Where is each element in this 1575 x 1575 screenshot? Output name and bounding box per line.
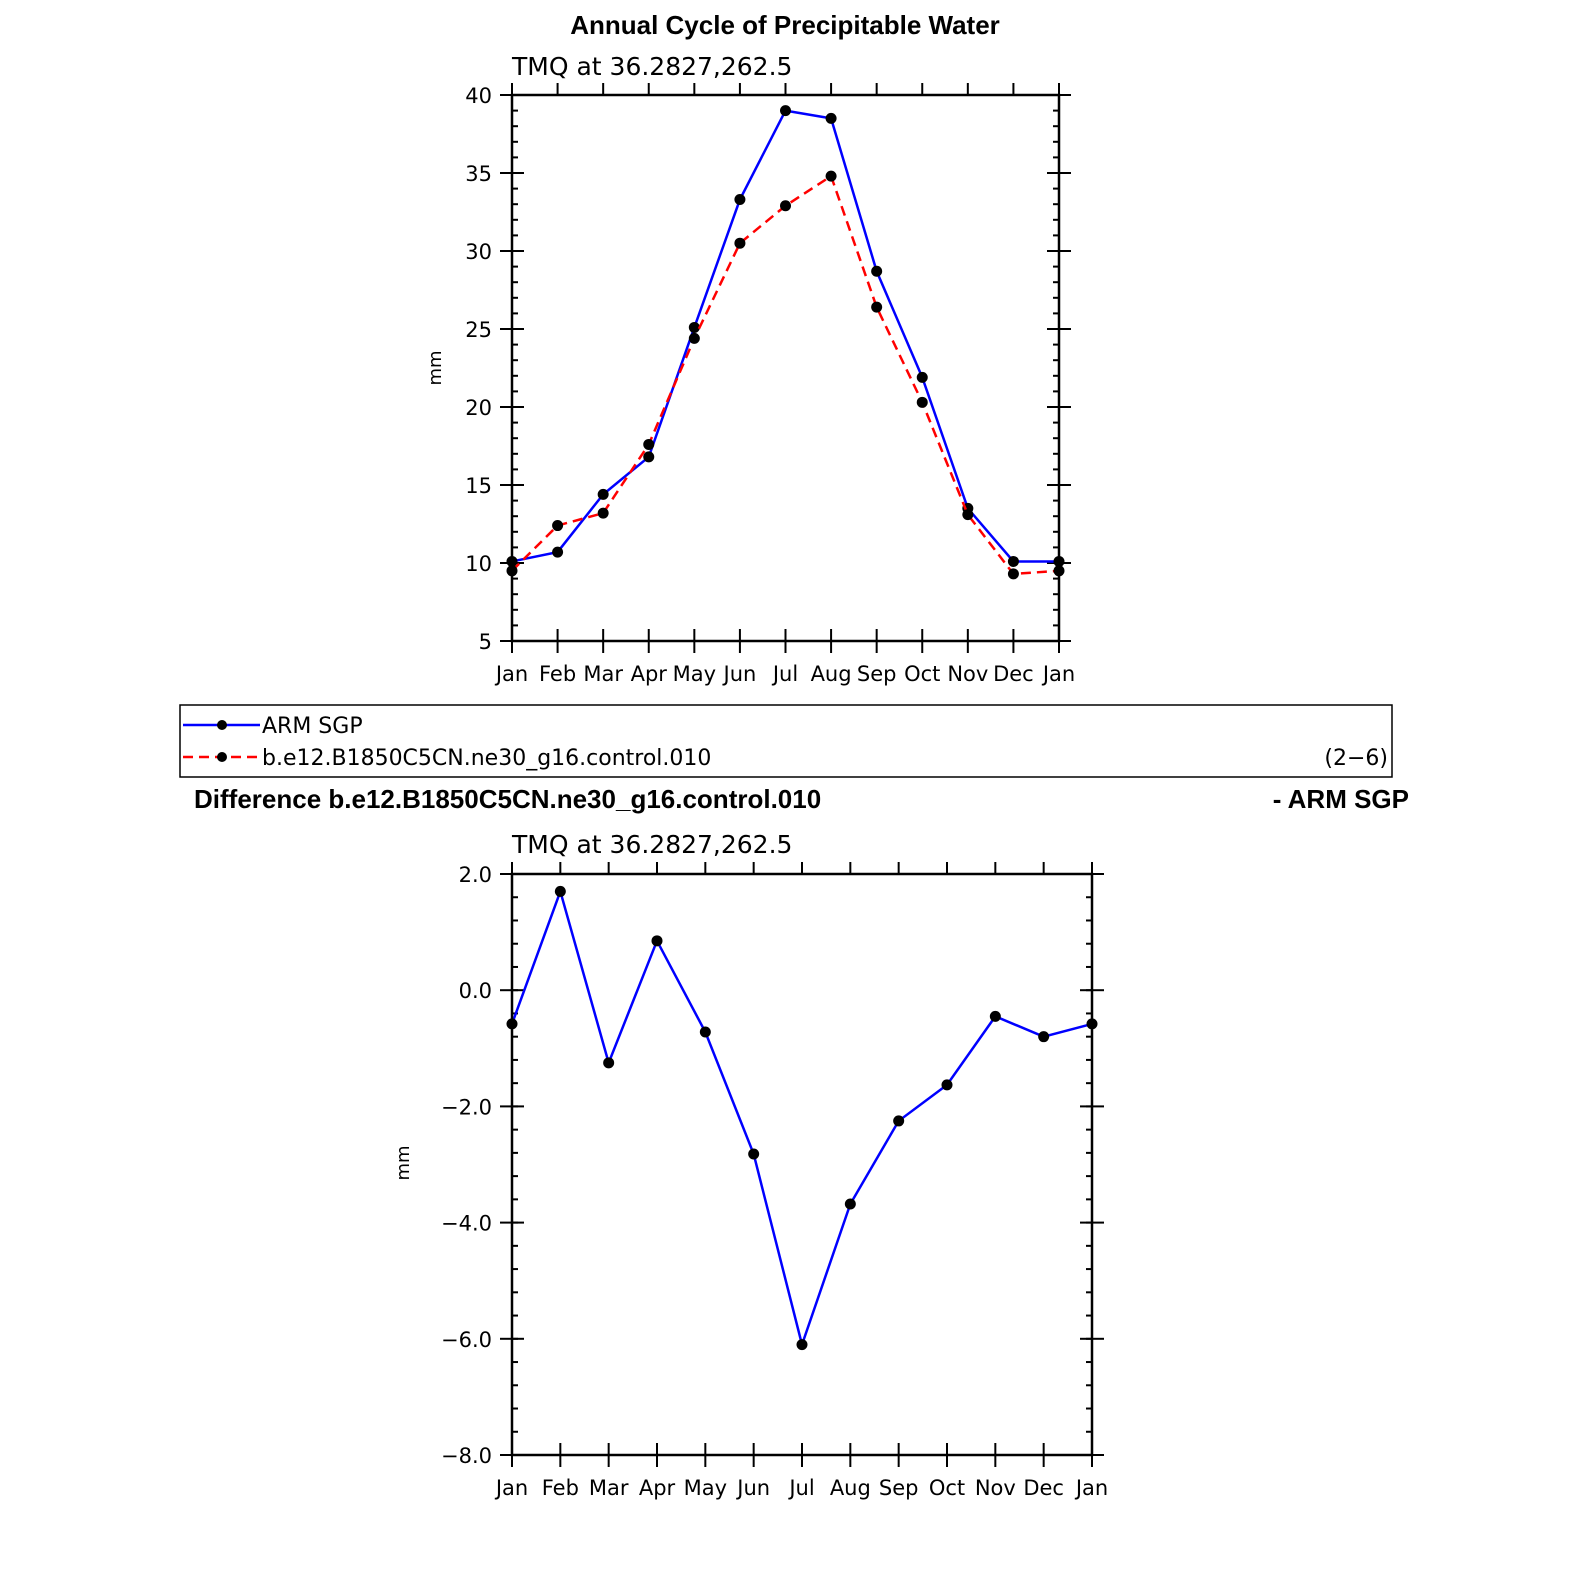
- y-tick-label: 20: [465, 396, 492, 420]
- x-tick-label: Jul: [787, 1476, 814, 1500]
- series-0-point: [916, 371, 928, 383]
- series-0-point: [597, 488, 609, 500]
- y-tick-label: 0.0: [459, 979, 492, 1003]
- y-tick-label: 30: [465, 240, 492, 264]
- y-tick-label: 25: [465, 318, 492, 342]
- legend-entry-model: b.e12.B1850C5CN.ne30_g16.control.010: [183, 746, 711, 771]
- series-0-point: [1007, 555, 1019, 567]
- x-tick-label: Dec: [993, 662, 1034, 686]
- x-tick-label: May: [684, 1476, 727, 1500]
- x-tick-label: Feb: [539, 662, 576, 686]
- series-1-point: [597, 507, 609, 519]
- series-0-point: [748, 1148, 760, 1160]
- x-tick-label: Feb: [542, 1476, 579, 1500]
- chart2-ylabel: mm: [393, 1145, 414, 1180]
- series-0-point: [844, 1198, 856, 1210]
- series-0-point: [871, 265, 883, 277]
- x-tick-label: Jun: [735, 1476, 770, 1500]
- series-0-point: [651, 935, 663, 947]
- series-1-point: [688, 332, 700, 344]
- chart2-plot-frame: [510, 872, 1094, 1457]
- series-0-point: [1038, 1031, 1050, 1043]
- legend-entry-arm-sgp: ARM SGP: [183, 714, 363, 739]
- legend-marker-model: [217, 752, 227, 762]
- x-tick-label: Nov: [947, 662, 988, 686]
- x-tick-label: Jun: [722, 662, 757, 686]
- series-1-point: [871, 301, 883, 313]
- x-tick-label: Dec: [1023, 1476, 1064, 1500]
- series-0-point: [552, 546, 564, 558]
- x-tick-label: Mar: [589, 1476, 629, 1500]
- series-line-0: [511, 109, 1059, 563]
- series-0-point: [941, 1079, 953, 1091]
- series-1-point: [1007, 568, 1019, 580]
- chart1-title: Annual Cycle of Precipitable Water: [570, 10, 1000, 40]
- series-0-point: [825, 112, 837, 124]
- x-tick-label: Apr: [639, 1476, 676, 1500]
- y-tick-label: −2.0: [441, 1095, 492, 1119]
- chart1-ylabel: mm: [425, 350, 446, 385]
- y-tick-label: 10: [465, 552, 492, 576]
- difference-chart: Difference b.e12.B1850C5CN.ne30_g16.cont…: [194, 784, 1409, 1500]
- chart1-subtitle: TMQ at 36.2827,262.5: [511, 52, 792, 81]
- x-tick-label: Oct: [929, 1476, 965, 1500]
- series-0-point: [688, 321, 700, 333]
- x-tick-label: May: [673, 662, 716, 686]
- annual-cycle-chart: Annual Cycle of Precipitable Water TMQ a…: [425, 10, 1075, 686]
- series-line-0: [510, 887, 1093, 1349]
- legend: ARM SGP b.e12.B1850C5CN.ne30_g16.control…: [179, 704, 1393, 778]
- y-tick-label: −8.0: [441, 1444, 492, 1468]
- x-tick-label: Sep: [879, 1476, 919, 1500]
- y-tick-label: −4.0: [441, 1212, 492, 1236]
- x-tick-label: Mar: [583, 662, 623, 686]
- x-tick-label: Aug: [811, 662, 852, 686]
- series-0-point: [699, 1026, 711, 1038]
- series-1-point: [643, 438, 655, 450]
- x-tick-label: Apr: [631, 662, 668, 686]
- legend-box: [179, 704, 1393, 778]
- series-1-point: [962, 509, 974, 521]
- y-tick-label: −6.0: [441, 1328, 492, 1352]
- x-tick-label: Oct: [904, 662, 940, 686]
- series-1-point: [780, 200, 791, 212]
- x-tick-label: Sep: [857, 662, 897, 686]
- legend-note: (2−6): [1324, 746, 1388, 771]
- series-0-point: [780, 105, 791, 117]
- series-0-point: [893, 1115, 905, 1127]
- chart2-title-right: - ARM SGP: [1273, 784, 1409, 814]
- chart2-subtitle: TMQ at 36.2827,262.5: [511, 830, 792, 859]
- series-1-point: [825, 170, 837, 182]
- series-0-point: [989, 1010, 1001, 1022]
- series-1-point: [734, 237, 746, 249]
- chart2-title: Difference b.e12.B1850C5CN.ne30_g16.cont…: [194, 784, 821, 814]
- series-0-point: [734, 194, 746, 206]
- x-tick-label: Jan: [494, 662, 528, 686]
- legend-marker-arm-sgp: [217, 720, 227, 730]
- series-0-point: [643, 451, 655, 463]
- series-0-point: [554, 885, 566, 897]
- x-tick-label: Nov: [975, 1476, 1016, 1500]
- series-0-point: [796, 1339, 808, 1351]
- chart1-plot-frame: [510, 93, 1061, 643]
- series-1-point: [916, 396, 928, 408]
- x-tick-label: Jan: [1074, 1476, 1108, 1500]
- x-tick-label: Jul: [771, 662, 798, 686]
- series-1-point: [552, 520, 564, 532]
- series-0-point: [603, 1057, 615, 1069]
- y-tick-label: 5: [479, 630, 492, 654]
- x-tick-label: Jan: [494, 1476, 528, 1500]
- y-tick-label: 35: [465, 162, 492, 186]
- y-tick-label: 15: [465, 474, 492, 498]
- x-tick-label: Jan: [1041, 662, 1075, 686]
- series-line-1: [511, 174, 1060, 576]
- x-tick-label: Aug: [830, 1476, 871, 1500]
- y-tick-label: 2.0: [459, 863, 492, 887]
- legend-label-arm-sgp: ARM SGP: [262, 714, 363, 739]
- y-tick-label: 40: [465, 84, 492, 108]
- legend-label-model: b.e12.B1850C5CN.ne30_g16.control.010: [262, 746, 711, 771]
